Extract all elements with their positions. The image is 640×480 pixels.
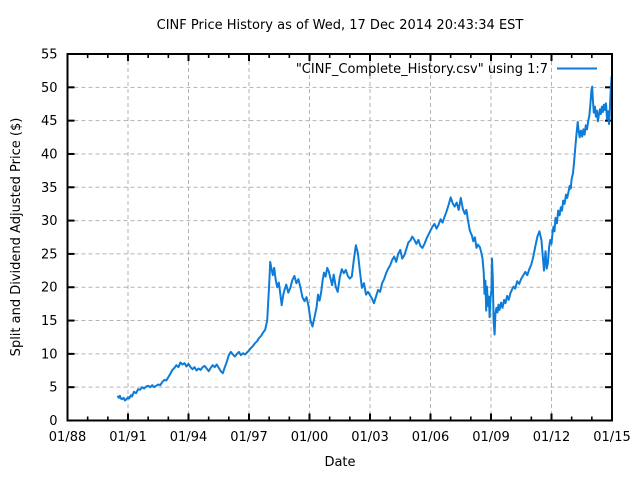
x-tick-label: 01/00 <box>291 430 328 445</box>
legend-label: "CINF_Complete_History.csv" using 1:7 <box>296 62 548 77</box>
y-tick-label: 35 <box>41 181 58 196</box>
y-axis-label: Split and Dividend Adjusted Price ($) <box>9 118 24 357</box>
y-tick-label: 50 <box>41 81 58 96</box>
y-tick-label: 30 <box>41 214 58 229</box>
y-tick-label: 5 <box>49 381 57 396</box>
y-tick-label: 20 <box>41 281 58 296</box>
x-axis-label: Date <box>324 455 355 470</box>
axis-ticks <box>66 53 613 422</box>
price-series-line <box>116 75 613 402</box>
y-tick-label: 55 <box>41 48 58 63</box>
x-tick-label: 01/88 <box>49 430 86 445</box>
x-tick-label: 01/91 <box>109 430 146 445</box>
y-tick-label: 15 <box>41 314 58 329</box>
chart-title: CINF Price History as of Wed, 17 Dec 201… <box>157 18 524 33</box>
plot-border <box>66 53 613 422</box>
y-tick-label: 45 <box>41 114 58 129</box>
y-tick-label: 0 <box>49 414 57 429</box>
x-tick-label: 01/06 <box>412 430 449 445</box>
axis-tick-labels: 0 5 10 15 20 25 30 35 40 45 50 55 01/88 01/91 01/94 01/… <box>41 48 631 446</box>
x-tick-label: 01/97 <box>230 430 267 445</box>
y-tick-label: 25 <box>41 247 58 262</box>
x-tick-label: 01/94 <box>170 430 207 445</box>
grid-lines <box>67 54 612 421</box>
x-tick-label: 01/09 <box>472 430 509 445</box>
y-tick-label: 10 <box>41 347 58 362</box>
x-tick-label: 01/12 <box>533 430 570 445</box>
x-tick-label: 01/15 <box>593 430 630 445</box>
y-tick-label: 40 <box>41 147 58 162</box>
x-tick-label: 01/03 <box>351 430 388 445</box>
